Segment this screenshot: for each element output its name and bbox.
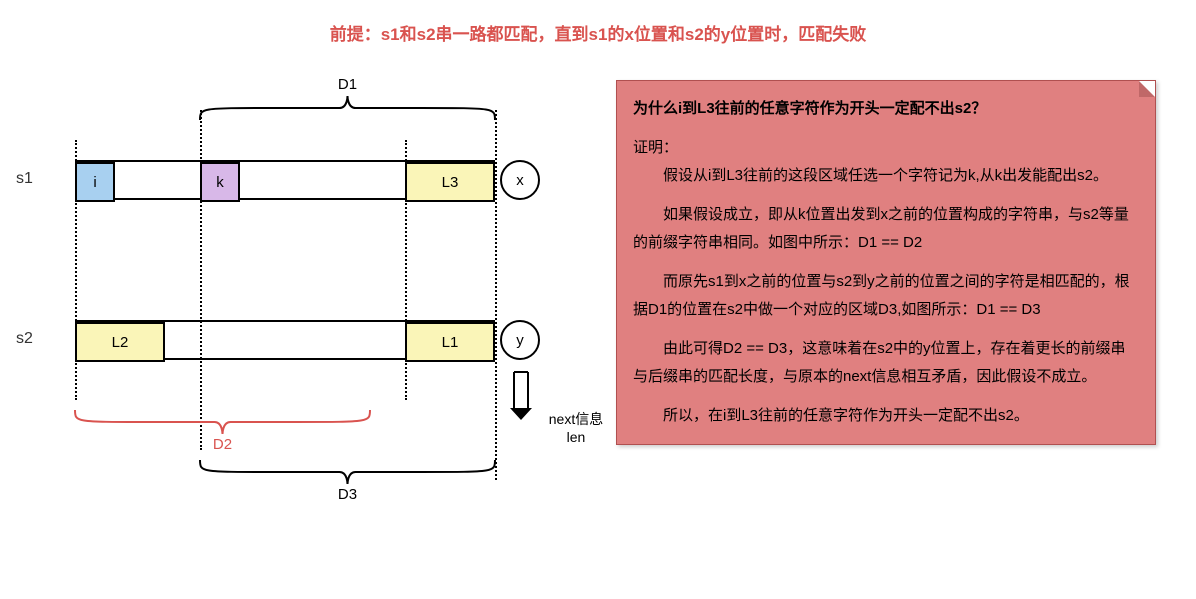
proof-question: 为什么i到L3往前的任意字符作为开头一定配不出s2？ bbox=[633, 95, 1139, 124]
circle-s1: x bbox=[500, 160, 540, 200]
proof-p2: 如果假设成立，即从k位置出发到x之前的位置构成的字符串，与s2等量的前缀字符串相… bbox=[633, 201, 1139, 258]
brace-D2: D2 bbox=[75, 410, 370, 439]
brace-label-D1: D1 bbox=[328, 76, 368, 93]
vline-3 bbox=[495, 110, 497, 480]
s2-label: s2 bbox=[16, 330, 33, 348]
strip-s2: L2 L1 bbox=[75, 320, 495, 360]
next-arrow-icon bbox=[510, 370, 532, 420]
s1-label: s1 bbox=[16, 170, 33, 188]
dogear-icon bbox=[1139, 81, 1155, 97]
proof-p5: 所以，在i到L3往前的任意字符作为开头一定配不出s2。 bbox=[633, 402, 1139, 431]
premise-title-text: 前提：s1和s2串一路都匹配，直到s1的x位置和s2的y位置时，匹配失败 bbox=[330, 25, 867, 44]
strip-s1: i k L3 bbox=[75, 160, 495, 200]
cell-s1-0: i bbox=[75, 162, 115, 202]
brace-label-D2: D2 bbox=[203, 436, 243, 453]
brace-label-D3: D3 bbox=[328, 486, 368, 503]
vline-0 bbox=[75, 140, 77, 400]
cell-s2-0: L2 bbox=[75, 322, 165, 362]
cell-s2-1: L1 bbox=[405, 322, 495, 362]
cell-s1-1: k bbox=[200, 162, 240, 202]
next-arrow-label: next信息len bbox=[536, 410, 616, 446]
proof-p3: 而原先s1到x之前的位置与s2到y之前的位置之间的字符是相匹配的，根据D1的位置… bbox=[633, 268, 1139, 325]
vline-1 bbox=[200, 110, 202, 450]
vline-2 bbox=[405, 140, 407, 400]
proof-heading: 证明： bbox=[633, 134, 1139, 163]
proof-p1: 假设从i到L3往前的这段区域任选一个字符记为k,从k出发能配出s2。 bbox=[633, 162, 1139, 191]
proof-box: 为什么i到L3往前的任意字符作为开头一定配不出s2？ 证明： 假设从i到L3往前… bbox=[616, 80, 1156, 445]
cell-s1-2: L3 bbox=[405, 162, 495, 202]
proof-p4: 由此可得D2 == D3，这意味着在s2中的y位置上，存在着更长的前缀串与后缀串… bbox=[633, 335, 1139, 392]
kmp-diagram: s1 s2 i k L3x L2 L1y D1 D2 D3 next信息len bbox=[0, 80, 620, 560]
brace-D3: D3 bbox=[200, 460, 495, 489]
premise-title: 前提：s1和s2串一路都匹配，直到s1的x位置和s2的y位置时，匹配失败 bbox=[0, 20, 1196, 45]
circle-s2: y bbox=[500, 320, 540, 360]
brace-D1: D1 bbox=[200, 96, 495, 125]
